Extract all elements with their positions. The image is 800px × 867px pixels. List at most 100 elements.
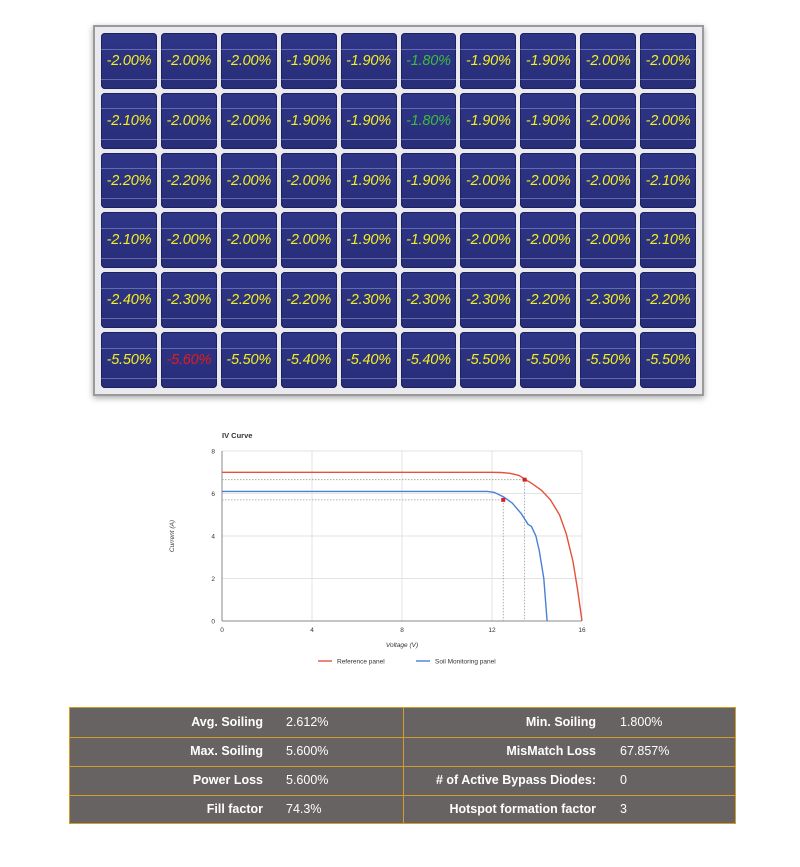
panel-cell-value: -2.00%: [465, 172, 511, 189]
panel-cell: -2.30%: [400, 272, 457, 329]
panel-cell: -2.10%: [101, 212, 157, 269]
avg-soiling-label: Avg. Soiling: [191, 715, 263, 729]
panel-cell: -5.50%: [580, 332, 637, 388]
panel-cell: -2.10%: [640, 152, 696, 209]
iv-curve-chart: IV Curve 0 4 8 12 16 0 2 4 6 8 Voltage (V) Current (…: [160, 425, 610, 675]
panel-cell-value: -2.20%: [226, 292, 272, 309]
y-tick-label: 2: [211, 576, 215, 583]
y-tick-label: 0: [211, 619, 215, 626]
panel-cell-value: -2.20%: [645, 292, 691, 309]
panel-cell-value: -1.90%: [346, 232, 391, 249]
power-loss-label: Power Loss: [192, 773, 263, 787]
panel-cell-value: -5.40%: [286, 352, 332, 369]
panel-cell: -1.90%: [460, 92, 517, 149]
x-tick-label: 8: [400, 627, 404, 634]
panel-cell-value: -1.90%: [286, 112, 332, 129]
panel-cell: -2.00%: [580, 33, 637, 89]
active-bypass-diodes-value: 0: [620, 773, 627, 787]
x-tick-label: 16: [578, 627, 586, 634]
panel-cell: -2.00%: [580, 212, 637, 269]
panel-cell-value: -2.00%: [226, 52, 272, 69]
panel-cell: -2.10%: [640, 212, 696, 269]
solar-panel: -2.00% -2.00% -2.00% -1.90% -1.90% -1.80% -1.9…: [93, 25, 704, 396]
panel-cell-value: -2.40%: [106, 292, 152, 309]
panel-cell-value: -1.90%: [525, 52, 571, 69]
panel-cell: -2.20%: [640, 272, 696, 329]
panel-cell-value: -2.00%: [166, 232, 212, 249]
mismatch-loss-label: MisMatch Loss: [506, 744, 596, 758]
panel-cell: -1.90%: [280, 33, 337, 89]
panel-cell-value: -2.00%: [645, 112, 691, 129]
panel-cell-value: -1.80%: [406, 52, 451, 69]
panel-cell: -2.40%: [101, 272, 157, 329]
hotspot-formation-factor-label: Hotspot formation factor: [449, 802, 596, 816]
panel-cell: -5.40%: [280, 332, 337, 388]
panel-cell: -2.00%: [520, 212, 577, 269]
panel-cell-value: -1.90%: [465, 52, 511, 69]
panel-cell-value: -2.30%: [465, 292, 511, 309]
panel-cell: -1.90%: [280, 92, 337, 149]
panel-cell-value: -2.10%: [106, 232, 152, 249]
x-tick-label: 4: [310, 627, 314, 634]
panel-cell-value: -2.00%: [525, 172, 571, 189]
stats-column-divider: [403, 708, 404, 823]
panel-cell-value: -2.00%: [106, 52, 152, 69]
panel-cell-value: -2.00%: [286, 172, 332, 189]
panel-cell: -2.00%: [220, 33, 277, 89]
panel-cell: -5.40%: [340, 332, 397, 388]
panel-cell: -2.00%: [160, 33, 217, 89]
stats-row: Max. Soiling 5.600% MisMatch Loss 67.857…: [70, 737, 735, 767]
panel-cell: -5.50%: [520, 332, 577, 388]
panel-cell-value: -2.20%: [166, 172, 212, 189]
panel-cell: -2.20%: [520, 272, 577, 329]
panel-cell-value: -1.80%: [406, 112, 451, 129]
panel-cell: -1.90%: [340, 152, 397, 209]
panel-cell: -1.80%: [400, 33, 457, 89]
panel-cell-value: -2.00%: [465, 232, 511, 249]
x-tick-label: 12: [488, 627, 496, 634]
panel-cell-value: -2.20%: [286, 292, 332, 309]
panel-cell: -2.00%: [101, 33, 157, 89]
panel-cell-value: -2.10%: [106, 112, 152, 129]
mismatch-loss-value: 67.857%: [620, 744, 670, 758]
panel-cell: -2.00%: [460, 212, 517, 269]
panel-cell: -2.00%: [220, 92, 277, 149]
hotspot-formation-factor-value: 3: [620, 802, 627, 816]
panel-cell: -2.00%: [160, 212, 217, 269]
panel-cell-value: -5.50%: [106, 352, 152, 369]
legend-label: Soil Monitoring panel: [435, 659, 496, 666]
panel-cell: -2.00%: [640, 33, 696, 89]
panel-cell: -2.00%: [280, 212, 337, 269]
panel-cell-value: -2.00%: [226, 112, 272, 129]
panel-cell-value: -2.30%: [406, 292, 451, 309]
panel-cell-value: -5.50%: [525, 352, 571, 369]
panel-cell-value: -2.20%: [525, 292, 571, 309]
fill-factor-value: 74.3%: [286, 802, 322, 816]
stats-row: Fill factor 74.3% Hotspot formation fact…: [70, 795, 735, 824]
panel-cell-value: -2.00%: [645, 52, 691, 69]
iv-curve-svg: IV Curve 0 4 8 12 16 0 2 4 6 8 Voltage (V) Current (…: [169, 431, 586, 666]
panel-cell-value: -2.00%: [585, 232, 631, 249]
max-soiling-label: Max. Soiling: [190, 744, 263, 758]
max-power-point-marker: [501, 497, 506, 502]
panel-cell: -2.00%: [160, 92, 217, 149]
panel-cell-value: -2.00%: [226, 232, 272, 249]
panel-cell: -1.90%: [340, 212, 397, 269]
panel-cell: -1.90%: [460, 33, 517, 89]
stats-table: Avg. Soiling 2.612% Min. Soiling 1.800% …: [69, 707, 736, 824]
panel-cell-value: -2.00%: [226, 172, 272, 189]
y-tick-label: 4: [211, 534, 215, 541]
panel-cell: -2.10%: [101, 92, 157, 149]
panel-cell: -1.90%: [400, 212, 457, 269]
y-tick-label: 6: [211, 491, 215, 498]
panel-cell: -2.30%: [580, 272, 637, 329]
panel-cell: -2.00%: [220, 212, 277, 269]
series-line: [222, 490, 548, 622]
panel-cell-value: -2.10%: [645, 172, 691, 189]
panel-cell-value: -2.30%: [346, 292, 391, 309]
panel-cell: -2.30%: [340, 272, 397, 329]
panel-cell: -1.80%: [400, 92, 457, 149]
x-axis-label: Voltage (V): [386, 642, 418, 649]
panel-cell: -5.50%: [640, 332, 696, 388]
panel-cell: -1.90%: [520, 33, 577, 89]
